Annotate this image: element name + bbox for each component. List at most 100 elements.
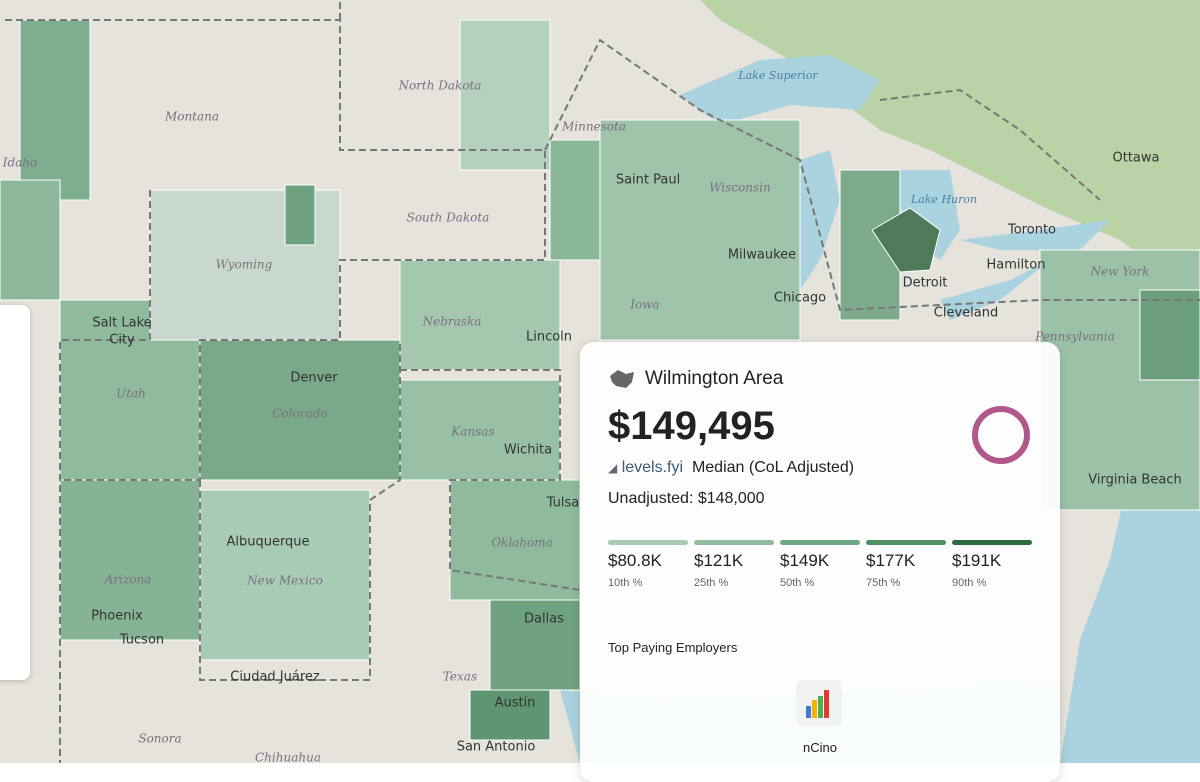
county [399, 379, 561, 481]
map-label: New York [1090, 265, 1150, 279]
map-label: Utah [116, 387, 146, 401]
border [59, 190, 151, 763]
county [1139, 289, 1200, 381]
county [399, 259, 561, 371]
percentile-label: 25th % [694, 577, 729, 589]
percentile-value: $121K [694, 551, 744, 570]
county [469, 689, 551, 741]
map-label: Chicago [774, 291, 826, 306]
map-label: North Dakota [397, 79, 481, 93]
county [19, 19, 91, 201]
state-borders [5, 0, 1200, 763]
map-label: Kansas [450, 425, 494, 439]
percentile-value: $177K [866, 551, 916, 570]
percentile: $177K 75th % [866, 540, 946, 589]
county [599, 119, 801, 341]
map-label: Salt Lake [92, 316, 151, 331]
county [871, 207, 941, 273]
median-value: $149,495 [608, 404, 775, 448]
map-label: Milwaukee [728, 248, 796, 263]
county [59, 479, 201, 641]
lake [680, 55, 880, 125]
info-panel: Wilmington Area $149,495 ◢ levels.fyi Me… [580, 342, 1060, 782]
map-label: Albuquerque [226, 535, 309, 550]
page: North Dakota Montana Idaho Wyoming South… [0, 0, 1200, 763]
map-label: Minnesota [561, 120, 626, 134]
percentile-value: $191K [952, 551, 1002, 570]
percentile: $149K 50th % [780, 540, 860, 589]
side-panel [0, 305, 30, 680]
percentile-label: 90th % [952, 577, 987, 589]
percentile-value: $149K [780, 551, 830, 570]
percentile-label: 50th % [780, 577, 815, 589]
map-label: Phoenix [91, 609, 143, 624]
map-label: Tulsa [546, 496, 580, 511]
percentile-bar [866, 540, 946, 545]
map-label: Ciudad Juárez [230, 670, 320, 685]
county [839, 169, 901, 321]
lake [960, 220, 1110, 250]
map-label: Texas [443, 670, 477, 684]
map-label: Wichita [504, 443, 552, 458]
county [284, 184, 316, 246]
map-label: Detroit [903, 276, 948, 291]
map-label: Virginia Beach [1088, 473, 1181, 488]
percentile-label: 10th % [608, 577, 643, 589]
county [0, 179, 61, 301]
percentile: $80.8K 10th % [608, 540, 688, 589]
map-label: San Antonio [457, 740, 536, 755]
percentile-value: $80.8K [608, 551, 662, 570]
map-label: Ottawa [1113, 151, 1160, 166]
map-label: Iowa [629, 298, 659, 312]
map-label: Idaho [2, 156, 38, 170]
county [199, 339, 401, 481]
map-label: Wisconsin [709, 181, 771, 195]
border [199, 340, 401, 681]
county [459, 19, 551, 171]
area-name: Wilmington Area [645, 368, 784, 389]
map-label: City [109, 333, 135, 348]
percentile: $191K 90th % [952, 540, 1032, 589]
border [544, 38, 1200, 312]
employers-title: Top Paying Employers [608, 640, 738, 655]
map-label: Arizona [104, 573, 152, 587]
map-label: Lake Superior [737, 69, 818, 82]
map-label: New Mexico [246, 574, 323, 588]
map-label: Tucson [119, 633, 164, 648]
border [400, 369, 581, 591]
area-icon [610, 370, 634, 388]
percentile: $121K 25th % [694, 540, 774, 589]
map-label: South Dakota [407, 211, 490, 225]
map-label: Colorado [272, 407, 327, 421]
border [5, 19, 546, 481]
map-label: Cleveland [934, 306, 998, 321]
percentile-bar [608, 540, 688, 545]
ring-icon [972, 406, 1030, 464]
map-label: Nebraska [422, 315, 482, 329]
percentile-bar [952, 540, 1032, 545]
lake [940, 260, 1050, 320]
map-label: Saint Paul [616, 173, 680, 188]
unadjusted: Unadjusted: $148,000 [608, 490, 765, 507]
median-label: Median (CoL Adjusted) [691, 459, 855, 476]
counties [0, 19, 1200, 741]
map-label: Dallas [524, 612, 564, 627]
map-label: Denver [290, 371, 338, 386]
map-label: Oklahoma [491, 536, 553, 550]
map-label: Montana [164, 110, 219, 124]
map-label: Sonora [138, 732, 181, 746]
map-label: Austin [495, 696, 536, 711]
map-label: Lake Huron [910, 193, 977, 206]
percentile-label: 75th % [866, 577, 901, 589]
employer-logo[interactable] [796, 680, 842, 726]
percentile-bar [780, 540, 860, 545]
percentile-bar [694, 540, 774, 545]
map-label: Chihuahua [255, 751, 321, 764]
map-label: Wyoming [216, 258, 273, 272]
source-line: ◢ levels.fyi Median (CoL Adjusted) [608, 459, 855, 476]
employer-name[interactable]: nCino [803, 740, 837, 755]
map-label: Toronto [1007, 223, 1056, 238]
map-label: Hamilton [987, 258, 1046, 273]
border [879, 88, 1101, 201]
source: levels.fyi [621, 459, 684, 476]
